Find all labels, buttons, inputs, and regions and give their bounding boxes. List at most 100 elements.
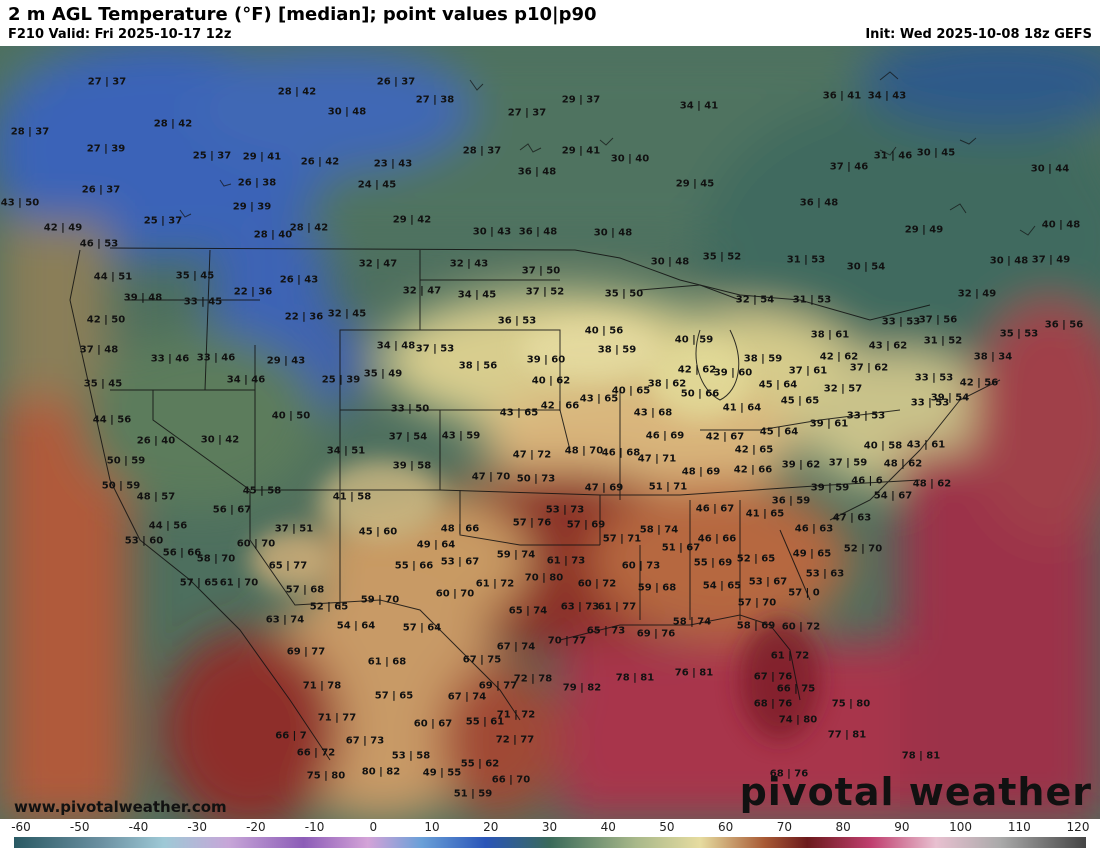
point-value: 26 | 43	[279, 274, 319, 286]
point-value: 53 | 67	[748, 576, 788, 588]
point-value: 22 | 36	[233, 286, 273, 298]
point-value: 39 | 48	[123, 292, 163, 304]
point-value: 37 | 48	[79, 344, 119, 356]
point-value: 71 | 77	[317, 712, 357, 724]
point-value: 52 | 70	[843, 543, 883, 555]
point-value: 63 | 74	[265, 614, 305, 626]
point-value: 65 | 74	[508, 605, 548, 617]
point-value: 49 | 55	[422, 767, 462, 779]
point-value: 61 | 72	[770, 650, 810, 662]
point-value: 27 | 37	[507, 107, 547, 119]
point-value: 32 | 47	[358, 258, 398, 270]
point-value: 51 | 59	[453, 788, 493, 800]
point-value: 30 | 48	[593, 227, 633, 239]
point-value: 69 | 77	[478, 680, 518, 692]
point-value: 37 | 61	[788, 365, 828, 377]
point-value: 58 | 74	[672, 616, 712, 628]
point-value: 30 | 44	[1030, 163, 1070, 175]
point-value: 57 | 64	[402, 622, 442, 634]
point-value: 66 | 7	[275, 730, 307, 742]
colorbar-tick-label: 100	[949, 820, 972, 834]
colorbar-tick-label: 110	[1007, 820, 1031, 834]
point-value: 69 | 76	[636, 628, 676, 640]
point-value: 42 | 62	[819, 351, 859, 363]
point-value: 44 | 56	[148, 520, 188, 532]
point-value: 48 | 66	[440, 523, 480, 535]
point-value: 67 | 76	[753, 671, 793, 683]
point-value: 41 | 65	[745, 508, 785, 520]
point-value: 24 | 45	[357, 179, 397, 191]
point-value: 46 | 67	[695, 503, 735, 515]
point-value: 34 | 45	[457, 289, 497, 301]
point-value: 57 | 71	[602, 533, 642, 545]
point-value: 25 | 37	[192, 150, 232, 162]
point-value: 43 | 61	[906, 439, 946, 451]
point-value: 32 | 47	[402, 285, 442, 297]
website-credit: www.pivotalweather.com	[14, 798, 227, 816]
point-value: 32 | 57	[823, 383, 863, 395]
point-value: 37 | 46	[829, 161, 869, 173]
point-value: 29 | 37	[561, 94, 601, 106]
point-value: 34 | 46	[226, 374, 266, 386]
point-value: 67 | 75	[462, 654, 502, 666]
point-value: 47 | 70	[471, 471, 511, 483]
point-value: 44 | 51	[93, 271, 133, 283]
colorbar-tick-label: -60	[11, 820, 31, 834]
colorbar-tick-label: 20	[483, 820, 499, 834]
colorbar-tick-label: 60	[718, 820, 734, 834]
init-time: Init: Wed 2025-10-08 18z GEFS	[865, 27, 1092, 42]
point-value: 25 | 37	[143, 215, 183, 227]
point-value: 33 | 53	[846, 410, 886, 422]
colorbar-tick-label: 0	[369, 820, 378, 834]
point-value: 57 | 65	[374, 690, 414, 702]
point-value: 57 | 68	[285, 584, 325, 596]
point-value: 37 | 52	[525, 286, 565, 298]
point-value: 55 | 66	[394, 560, 434, 572]
point-value: 45 | 64	[759, 426, 799, 438]
point-value: 60 | 73	[621, 560, 661, 572]
point-value: 37 | 51	[274, 523, 314, 535]
point-value: 31 | 46	[873, 150, 913, 162]
point-value: 59 | 68	[637, 582, 677, 594]
point-value: 80 | 82	[361, 766, 401, 778]
point-value: 28 | 37	[10, 126, 50, 138]
point-value: 41 | 58	[332, 491, 372, 503]
point-value: 38 | 61	[810, 329, 850, 341]
point-value: 30 | 45	[916, 147, 956, 159]
point-value: 35 | 49	[363, 368, 403, 380]
point-value: 39 | 59	[810, 482, 850, 494]
point-value: 38 | 59	[597, 344, 637, 356]
point-value: 27 | 38	[415, 94, 455, 106]
point-value: 60 | 70	[435, 588, 475, 600]
point-value: 61 | 73	[546, 555, 586, 567]
point-value: 26 | 38	[237, 177, 277, 189]
point-value: 70 | 80	[524, 572, 564, 584]
point-value: 33 | 53	[881, 316, 921, 328]
point-value: 47 | 63	[832, 512, 872, 524]
point-value: 50 | 73	[516, 473, 556, 485]
colorbar-tick-label: 90	[894, 820, 910, 834]
point-value: 48 | 69	[681, 466, 721, 478]
brand-logo: pivotal weather	[739, 770, 1092, 814]
point-value: 26 | 37	[81, 184, 121, 196]
point-value: 54 | 64	[336, 620, 376, 632]
point-value: 68 | 76	[753, 698, 793, 710]
point-value: 40 | 50	[271, 410, 311, 422]
point-value: 67 | 73	[345, 735, 385, 747]
point-value: 47 | 69	[584, 482, 624, 494]
point-value: 25 | 39	[321, 374, 361, 386]
point-value: 45 | 65	[780, 395, 820, 407]
point-value: 67 | 74	[496, 641, 536, 653]
point-value: 60 | 72	[781, 621, 821, 633]
point-value: 63 | 73	[560, 601, 600, 613]
point-value: 43 | 65	[499, 407, 539, 419]
point-value: 57 | 76	[512, 517, 552, 529]
point-value: 43 | 65	[579, 393, 619, 405]
point-value: 33 | 45	[183, 296, 223, 308]
point-value: 36 | 41	[822, 90, 862, 102]
point-value: 43 | 68	[633, 407, 673, 419]
point-value: 70 | 77	[547, 635, 587, 647]
point-value: 30 | 54	[846, 261, 886, 273]
point-value: 53 | 73	[545, 504, 585, 516]
point-value: 48 | 62	[883, 458, 923, 470]
